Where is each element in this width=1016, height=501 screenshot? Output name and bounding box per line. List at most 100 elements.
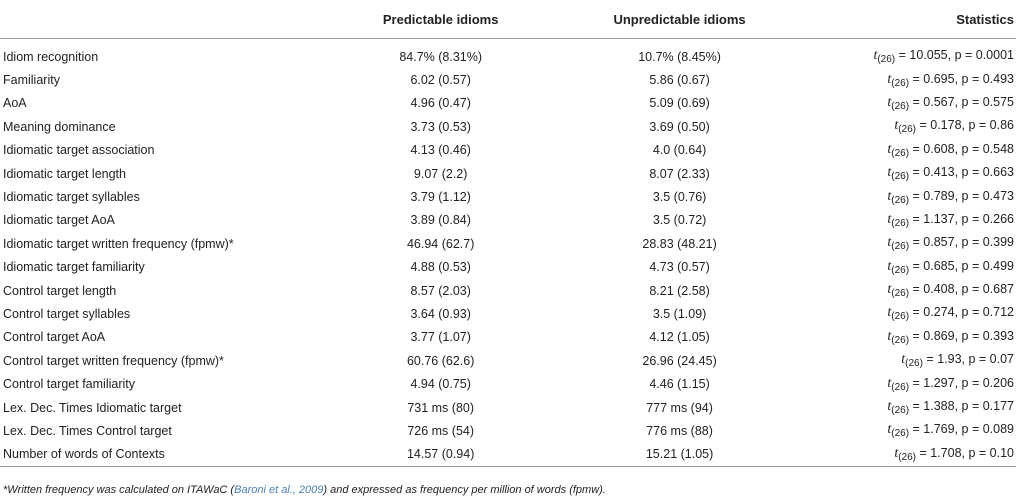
stat-result: = 0.857, p = 0.399 xyxy=(909,235,1014,250)
predictable-value: 3.89 (0.84) xyxy=(410,213,471,228)
predictable-value: 84.7% (8.31%) xyxy=(399,49,483,64)
row-label: Lex. Dec. Times Control target xyxy=(3,423,172,438)
stat-degrees-of-freedom: (26) xyxy=(877,54,896,66)
unpredictable-value: 4.73 (0.57) xyxy=(649,260,710,275)
stat-result: = 0.608, p = 0.548 xyxy=(909,141,1014,156)
row-label: Idiomatic target syllables xyxy=(3,190,140,205)
predictable-value: 9.07 (2.2) xyxy=(413,166,468,181)
row-label: Control target length xyxy=(3,283,117,298)
predictable-value: 14.57 (0.94) xyxy=(321,442,561,468)
predictable-value: 3.64 (0.93) xyxy=(410,306,471,321)
table-row: Idiom recognition 84.7% (8.31%) 10.7% (8.4… xyxy=(0,39,1016,69)
stat-degrees-of-freedom: (26) xyxy=(891,147,910,159)
table-header: Predictable idioms Unpredictable idioms … xyxy=(0,0,1016,39)
unpredictable-value: 28.83 (48.21) xyxy=(642,236,717,251)
unpredictable-value: 3.5 (0.76) xyxy=(652,190,707,205)
stat-result: = 0.178, p = 0.86 xyxy=(916,118,1014,133)
table-body: Idiom recognition 84.7% (8.31%) 10.7% (8.4… xyxy=(0,39,1016,468)
statistics-value: t(26) = 0.178, p = 0.86 xyxy=(799,115,1016,138)
stat-result: = 10.055, p = 0.0001 xyxy=(895,48,1014,63)
stat-degrees-of-freedom: (26) xyxy=(905,358,923,370)
footnote-citation-link[interactable]: Baroni et al., 2009 xyxy=(234,484,324,496)
unpredictable-value: 10.7% (8.45%) xyxy=(638,49,721,64)
statistics-value: t(26) = 0.857, p = 0.399 xyxy=(799,232,1016,255)
table-row: Idiomatic target familiarity 4.88 (0.53) 4… xyxy=(0,256,1016,279)
stat-result: = 0.685, p = 0.499 xyxy=(909,258,1014,273)
stat-degrees-of-freedom: (26) xyxy=(891,311,910,323)
statistics-value: t(26) = 0.413, p = 0.663 xyxy=(799,162,1016,185)
table-row: Idiomatic target written frequency (fpmw… xyxy=(0,232,1016,255)
stat-t-symbol: t xyxy=(887,422,892,438)
row-label: Familiarity xyxy=(3,73,60,88)
stat-result: = 0.274, p = 0.712 xyxy=(909,305,1014,320)
stat-t-symbol: t xyxy=(887,188,892,204)
stat-t-symbol: t xyxy=(873,48,878,64)
stat-degrees-of-freedom: (26) xyxy=(891,194,910,206)
stat-t-symbol: t xyxy=(901,352,906,368)
statistics-value: t(26) = 10.055, p = 0.0001 xyxy=(799,39,1016,69)
unpredictable-value: 3.5 (1.09) xyxy=(652,306,707,321)
statistics-value: t(26) = 1.388, p = 0.177 xyxy=(799,396,1016,419)
row-label: Control target written frequency (fpmw)* xyxy=(3,353,224,368)
statistics-value: t(26) = 0.274, p = 0.712 xyxy=(799,302,1016,325)
stat-degrees-of-freedom: (26) xyxy=(891,100,910,112)
predictable-value: 4.13 (0.46) xyxy=(410,143,471,158)
stat-result: = 1.137, p = 0.266 xyxy=(909,211,1014,226)
stat-degrees-of-freedom: (26) xyxy=(891,381,910,393)
stat-result: = 1.297, p = 0.206 xyxy=(909,375,1014,390)
table-footnote: *Written frequency was calculated on ITA… xyxy=(3,484,606,496)
predictable-value: 6.02 (0.57) xyxy=(410,73,471,88)
stat-t-symbol: t xyxy=(887,165,892,181)
stat-t-symbol: t xyxy=(887,328,892,344)
table-row: Meaning dominance 3.73 (0.53) 3.69 (0.50) t… xyxy=(0,115,1016,138)
statistics-value: t(26) = 1.769, p = 0.089 xyxy=(799,419,1016,442)
stat-result: = 1.769, p = 0.089 xyxy=(909,422,1014,437)
unpredictable-value: 15.21 (1.05) xyxy=(560,442,800,468)
stat-degrees-of-freedom: (26) xyxy=(891,217,910,229)
table-row: Lex. Dec. Times Idiomatic target 731 ms (… xyxy=(0,396,1016,419)
unpredictable-value: 3.5 (0.72) xyxy=(652,213,707,228)
table-row: Idiomatic target association 4.13 (0.46) 4… xyxy=(0,139,1016,162)
predictable-value: 3.73 (0.53) xyxy=(410,119,471,134)
stat-t-symbol: t xyxy=(887,141,892,157)
footnote-text-post: ) and expressed as frequency per million… xyxy=(323,484,606,496)
predictable-value: 4.96 (0.47) xyxy=(410,96,471,111)
statistics-value: t(26) = 1.137, p = 0.266 xyxy=(799,209,1016,232)
statistics-value: t(26) = 0.408, p = 0.687 xyxy=(799,279,1016,302)
stat-t-symbol: t xyxy=(887,94,892,110)
unpredictable-value: 776 ms (88) xyxy=(646,423,713,438)
stat-t-symbol: t xyxy=(887,235,892,251)
predictable-value: 60.76 (62.6) xyxy=(406,353,475,368)
stat-t-symbol: t xyxy=(887,305,892,321)
table-row: Idiomatic target length 9.07 (2.2) 8.07 (2… xyxy=(0,162,1016,185)
statistics-value: t(26) = 0.608, p = 0.548 xyxy=(799,139,1016,162)
stat-result: = 0.869, p = 0.393 xyxy=(909,328,1014,343)
statistics-value: t(26) = 0.789, p = 0.473 xyxy=(799,185,1016,208)
stat-result: = 0.695, p = 0.493 xyxy=(909,71,1014,86)
predictable-value: 731 ms (80) xyxy=(407,400,475,415)
predictable-value: 3.79 (1.12) xyxy=(410,190,471,205)
predictable-value: 8.57 (2.03) xyxy=(410,283,471,298)
row-label: Control target familiarity xyxy=(3,377,135,392)
row-label: Idiomatic target association xyxy=(3,143,155,158)
unpredictable-value: 777 ms (94) xyxy=(646,400,713,415)
predictable-value: 46.94 (62.7) xyxy=(406,236,475,251)
header-unpredictable: Unpredictable idioms xyxy=(560,0,800,39)
unpredictable-value: 26.96 (24.45) xyxy=(642,353,717,368)
stat-degrees-of-freedom: (26) xyxy=(891,241,910,253)
statistics-value: t(26) = 1.93, p = 0.07 xyxy=(799,349,1016,372)
stat-t-symbol: t xyxy=(887,399,892,415)
table-row: Lex. Dec. Times Control target 726 ms (54… xyxy=(0,419,1016,442)
unpredictable-value: 8.07 (2.33) xyxy=(649,166,710,181)
stat-t-symbol: t xyxy=(894,118,899,134)
stat-result: = 1.388, p = 0.177 xyxy=(909,399,1014,414)
table-row: AoA 4.96 (0.47) 5.09 (0.69) t(26) = 0.567, … xyxy=(0,92,1016,115)
table-row: Familiarity 6.02 (0.57) 5.86 (0.67) t(26) =… xyxy=(0,68,1016,91)
header-statistics: Statistics xyxy=(799,0,1016,39)
predictable-value: 3.77 (1.07) xyxy=(410,330,471,345)
row-label: Idiomatic target written frequency (fpmw… xyxy=(3,236,234,251)
stat-degrees-of-freedom: (26) xyxy=(898,451,916,463)
statistics-value: t(26) = 0.869, p = 0.393 xyxy=(799,326,1016,349)
unpredictable-value: 4.0 (0.64) xyxy=(652,143,707,158)
